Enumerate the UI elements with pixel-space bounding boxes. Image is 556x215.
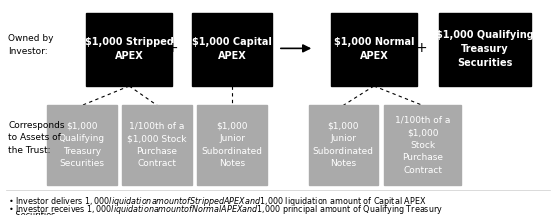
Bar [192,13,272,86]
Bar [331,13,417,86]
Bar [122,105,192,185]
Bar [197,105,267,185]
Text: $1,000 Normal
APEX: $1,000 Normal APEX [334,37,414,61]
Text: • Investor receives $1,000 liquidation amount of Normal APEX and $1,000 principa: • Investor receives $1,000 liquidation a… [8,203,443,215]
Text: Owned by
Investor:: Owned by Investor: [8,34,54,56]
Text: Securities: Securities [8,211,56,215]
Bar [47,105,117,185]
Text: 1/100th of a
$1,000 Stock
Purchase
Contract: 1/100th of a $1,000 Stock Purchase Contr… [127,122,187,168]
Text: • Investor delivers $1,000 liquidation amount of Stripped APEX and $1,000 liquid: • Investor delivers $1,000 liquidation a… [8,195,426,207]
Bar [439,13,531,86]
Text: Corresponds
to Assets of
the Trust:: Corresponds to Assets of the Trust: [8,121,65,155]
Text: $1,000 Capital
APEX: $1,000 Capital APEX [192,37,272,61]
Bar [384,105,461,185]
Text: $1,000
Junior
Subordinated
Notes: $1,000 Junior Subordinated Notes [202,122,262,168]
Text: $1,000 Qualifying
Treasury
Securities: $1,000 Qualifying Treasury Securities [436,31,534,68]
Text: 1/100th of a
$1,000
Stock
Purchase
Contract: 1/100th of a $1,000 Stock Purchase Contr… [395,116,450,175]
Text: $1,000
Junior
Subordinated
Notes: $1,000 Junior Subordinated Notes [313,122,374,168]
Text: $1,000
Qualifying
Treasury
Securities: $1,000 Qualifying Treasury Securities [59,122,105,168]
Bar [86,13,172,86]
Text: $1,000 Stripped
APEX: $1,000 Stripped APEX [85,37,173,61]
Text: +: + [167,41,178,55]
Bar [309,105,378,185]
Text: +: + [415,41,426,55]
